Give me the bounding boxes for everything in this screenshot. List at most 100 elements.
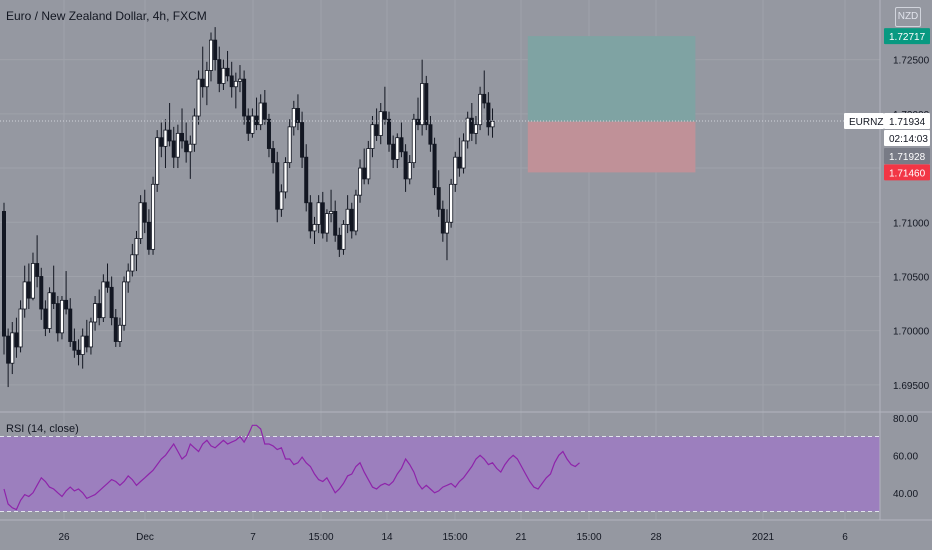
candle-body-down bbox=[400, 138, 403, 152]
candle-body-up bbox=[317, 203, 320, 225]
currency-button[interactable]: NZD bbox=[895, 7, 921, 27]
candle-body-up bbox=[122, 282, 125, 325]
candle-body-up bbox=[396, 138, 399, 160]
symbol-tag: EURNZD bbox=[844, 113, 891, 129]
candle bbox=[151, 177, 154, 255]
candle-body-up bbox=[491, 121, 494, 126]
price-tick-label: 1.70500 bbox=[893, 272, 930, 283]
candle-body-down bbox=[429, 125, 432, 145]
candle-body-down bbox=[458, 157, 461, 168]
candle-body-up bbox=[367, 149, 370, 179]
candle-body-up bbox=[284, 163, 287, 192]
candle-body-down bbox=[40, 276, 43, 309]
candle-body-up bbox=[151, 184, 154, 249]
take-profit-tag-text: 1.72717 bbox=[889, 32, 926, 43]
candle-body-down bbox=[483, 94, 486, 103]
candle-body-down bbox=[437, 188, 440, 210]
time-tick-label: 15:00 bbox=[576, 532, 601, 543]
candle-body-down bbox=[433, 144, 436, 187]
candle bbox=[48, 287, 51, 333]
candle-body-up bbox=[89, 322, 92, 347]
candle-body-up bbox=[412, 119, 415, 162]
candle-body-down bbox=[300, 123, 303, 158]
candle-body-down bbox=[106, 282, 109, 287]
rsi-indicator-title[interactable]: RSI (14, close) bbox=[6, 423, 79, 435]
symbol-title[interactable]: Euro / New Zealand Dollar, 4h, FXCM bbox=[6, 9, 207, 23]
candle-body-down bbox=[73, 342, 76, 351]
candle-body-up bbox=[445, 222, 448, 233]
candle-body-down bbox=[44, 309, 47, 329]
candle-body-down bbox=[392, 144, 395, 159]
time-tick-label: 6 bbox=[842, 532, 848, 543]
stop-loss-tag: 1.71460 bbox=[884, 164, 930, 180]
candle-body-up bbox=[346, 209, 349, 224]
time-tick-label: 15:00 bbox=[308, 532, 333, 543]
candle-body-down bbox=[27, 282, 30, 298]
candle bbox=[354, 190, 357, 236]
candle-body-down bbox=[7, 336, 10, 363]
countdown-tag: 02:14:03 bbox=[884, 130, 930, 146]
candle bbox=[60, 296, 63, 339]
candle-body-up bbox=[127, 271, 130, 282]
candle-body-down bbox=[185, 141, 188, 152]
candle-body-down bbox=[272, 149, 275, 163]
candle-body-up bbox=[462, 141, 465, 168]
candle-body-up bbox=[23, 282, 26, 309]
candle-body-up bbox=[454, 157, 457, 184]
candle bbox=[412, 114, 415, 168]
candle-body-down bbox=[383, 112, 386, 120]
candle-body-up bbox=[313, 224, 316, 231]
long-position-tool[interactable] bbox=[528, 36, 696, 172]
candle-body-down bbox=[52, 293, 55, 304]
candle-body-up bbox=[379, 112, 382, 136]
candle-body-up bbox=[209, 40, 212, 70]
candle bbox=[156, 130, 159, 192]
candle-body-down bbox=[110, 287, 113, 317]
candle bbox=[342, 220, 345, 255]
candle-body-down bbox=[404, 152, 407, 179]
candle-body-up bbox=[81, 336, 84, 354]
entry-tag: 1.71928 bbox=[884, 148, 930, 164]
candle-body-down bbox=[338, 235, 341, 249]
time-tick-label: 15:00 bbox=[442, 532, 467, 543]
candle-body-up bbox=[156, 138, 159, 185]
rsi-tick-label: 80.00 bbox=[893, 414, 918, 425]
candle-body-down bbox=[267, 119, 270, 148]
take-profit-tag: 1.72717 bbox=[884, 28, 930, 44]
candle-body-down bbox=[309, 203, 312, 231]
candle-body-up bbox=[118, 325, 121, 341]
rsi-tick-label: 40.00 bbox=[893, 489, 918, 500]
candle-body-up bbox=[251, 116, 254, 133]
candle-body-up bbox=[11, 333, 14, 363]
candle-body-up bbox=[193, 116, 196, 144]
price-tick-label: 1.69500 bbox=[893, 381, 930, 392]
time-tick-label: 21 bbox=[515, 532, 527, 543]
time-tick-label: 28 bbox=[650, 532, 662, 543]
candle-body-down bbox=[226, 68, 229, 76]
entry-tag-text: 1.71928 bbox=[889, 152, 926, 163]
candle-body-down bbox=[276, 163, 279, 210]
candle-body-down bbox=[143, 203, 146, 223]
candle-body-up bbox=[48, 293, 51, 329]
candle-body-down bbox=[230, 76, 233, 87]
candle-body-up bbox=[131, 255, 134, 271]
candle-body-up bbox=[205, 70, 208, 86]
candle-body-down bbox=[487, 103, 490, 127]
candle-body-up bbox=[371, 125, 374, 149]
stop-loss-tag-text: 1.71460 bbox=[889, 168, 926, 179]
candle-body-up bbox=[238, 79, 241, 81]
candle-body-up bbox=[93, 304, 96, 322]
candle-body-up bbox=[234, 81, 237, 86]
candle-body-down bbox=[296, 108, 299, 122]
candle-body-down bbox=[363, 168, 366, 179]
rsi-band bbox=[0, 437, 880, 512]
candle-body-up bbox=[176, 133, 179, 157]
candle-body-up bbox=[358, 168, 361, 195]
candle-body-down bbox=[350, 209, 353, 231]
candle-body-down bbox=[36, 263, 39, 276]
candle-body-down bbox=[321, 203, 324, 233]
candle-body-down bbox=[147, 222, 150, 249]
time-tick-label: 14 bbox=[381, 532, 393, 543]
candle-body-down bbox=[214, 40, 217, 60]
